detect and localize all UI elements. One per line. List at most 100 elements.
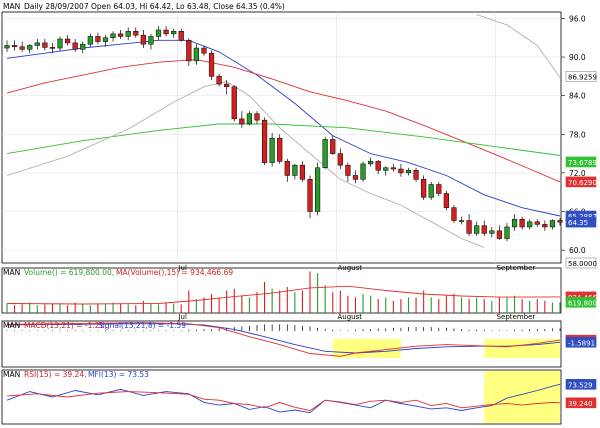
candle-body — [11, 45, 18, 48]
value-tag-label: 70.6290 — [568, 179, 597, 187]
candle-body — [87, 36, 93, 45]
candle-body — [360, 163, 366, 180]
candle-body — [413, 170, 419, 180]
candle-body — [57, 38, 63, 49]
candle-body — [201, 47, 207, 54]
rsi-line — [6, 391, 561, 411]
candle-body — [511, 218, 518, 228]
moving-average-line — [6, 123, 561, 156]
candle-body — [254, 113, 260, 121]
candle-body — [34, 42, 40, 46]
candle-body — [390, 167, 396, 170]
candle-body — [496, 230, 502, 239]
value-tag-label: 73.529 — [568, 381, 593, 389]
candle-body — [42, 42, 48, 48]
candle-body — [178, 31, 184, 41]
rsi-header-symbol: MAN — [3, 370, 20, 379]
candle-body — [451, 207, 457, 221]
candle-body — [542, 224, 548, 228]
candle-body — [519, 218, 525, 228]
candle-body — [95, 36, 101, 42]
candle-body — [436, 184, 442, 194]
candle-body — [443, 193, 449, 208]
candle-body — [4, 45, 10, 49]
month-label: September — [497, 313, 536, 321]
price-tick-label: 90.0 — [569, 53, 586, 62]
candle-body — [405, 170, 412, 174]
moving-average-line — [476, 14, 561, 78]
candle-body — [186, 40, 192, 62]
candle-body — [398, 168, 404, 174]
value-tag-label: 73.6789 — [568, 159, 597, 167]
value-tag-box — [565, 397, 597, 409]
month-label: Jul — [177, 313, 187, 321]
candle-body — [337, 153, 343, 166]
macd-header-macd: MACD(13,21) = -1.21, — [24, 321, 107, 330]
candle-body — [155, 29, 162, 37]
price-tick-label: 96.0 — [569, 14, 586, 23]
value-tag-label: 58.0000 — [568, 260, 597, 268]
macd-header-symbol: MAN — [3, 321, 20, 330]
candle-body — [140, 34, 146, 45]
moving-average-line — [6, 81, 485, 249]
candle-body — [284, 161, 290, 176]
candle-body — [65, 38, 71, 44]
price-tick-label: 78.0 — [569, 130, 586, 139]
value-tag-label: 39.240 — [568, 400, 593, 408]
candle-body — [489, 230, 495, 234]
candle-body — [208, 52, 215, 77]
candle-body — [19, 46, 25, 50]
candle-body — [216, 76, 222, 85]
candle-body — [133, 31, 139, 36]
candle-body — [421, 179, 427, 198]
candle-body — [269, 137, 275, 163]
candle-body — [330, 139, 336, 154]
rsi-highlight — [484, 371, 560, 423]
rsi-frame — [1, 369, 562, 425]
macd-panel: -1.2075-1.5891 — [1, 320, 597, 368]
value-tag-box — [565, 257, 597, 269]
price-panel: 96.090.084.078.072.066.060.0JulAugustSep… — [1, 11, 597, 272]
value-tag-box — [565, 379, 597, 390]
candle-body — [246, 113, 253, 125]
price-header-info: Daily 28/09/2007 Open 64.03, Hi 64.42, L… — [24, 2, 285, 11]
value-tag-box — [565, 156, 597, 168]
candle-body — [481, 225, 487, 234]
value-tag-label: -1.5891 — [568, 339, 595, 347]
value-tag-box — [565, 71, 597, 82]
candle-body — [299, 164, 306, 180]
candle-body — [239, 118, 245, 125]
candle-body — [292, 164, 298, 176]
candle-body — [322, 139, 328, 168]
value-tag-label: 64.35 — [568, 219, 588, 227]
month-label: August — [338, 313, 363, 321]
rsi-header-mfi: MFI(13) = 73.53 — [88, 370, 149, 379]
candle-body — [80, 43, 86, 50]
candle-body — [474, 225, 480, 234]
value-tag-box — [565, 336, 597, 348]
macd-highlight — [332, 338, 401, 359]
candle-body — [72, 42, 78, 50]
value-tag-label: 619,800 — [568, 299, 597, 307]
volume-panel: JulAugustSeptember934,466619,800 — [1, 267, 597, 321]
price-frame — [1, 11, 562, 264]
volume-header-ma: MA(Volume(),15) = 934,466.69 — [116, 268, 233, 277]
candle-body — [527, 221, 533, 228]
value-tag-box — [565, 296, 597, 308]
candle-body — [261, 119, 268, 163]
candle-body — [345, 164, 351, 176]
candle-body — [534, 221, 540, 225]
candle-body — [466, 220, 472, 234]
candle-body — [125, 31, 131, 37]
price-tick-label: 84.0 — [569, 92, 586, 101]
candle-body — [307, 179, 313, 212]
candle-body — [102, 37, 109, 42]
macd-line — [6, 322, 561, 357]
volume-header-volume: Volume() = 619,800.00, — [24, 268, 114, 277]
value-tag-box — [565, 176, 597, 188]
candle-body — [231, 86, 237, 120]
volume-header-symbol: MAN — [3, 268, 20, 277]
volume-ma-line — [6, 285, 561, 305]
moving-average-line — [6, 59, 561, 183]
